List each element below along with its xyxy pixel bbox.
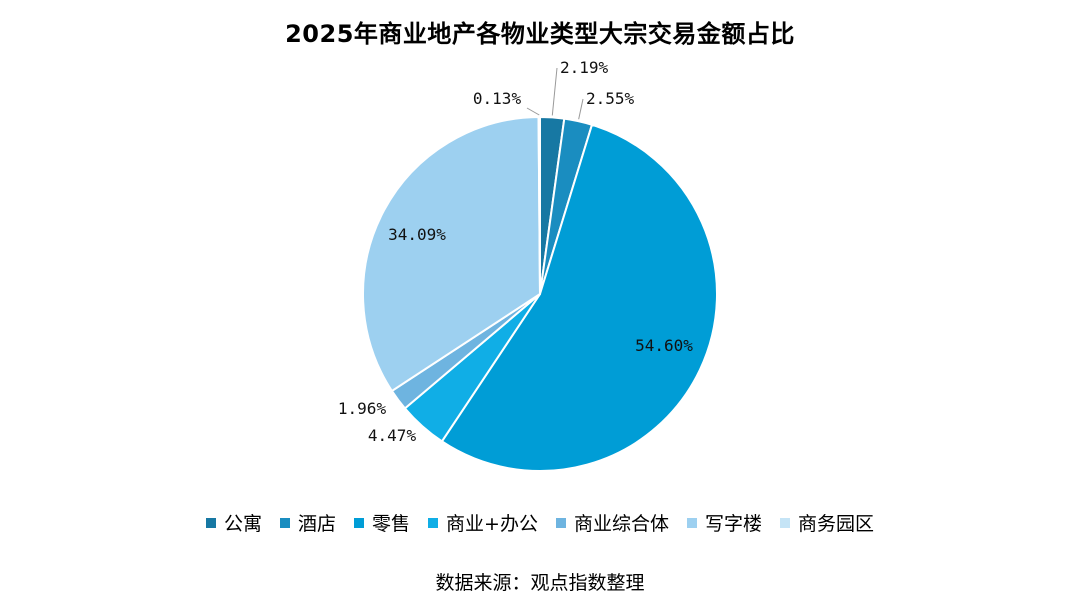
- legend-swatch: [354, 517, 365, 528]
- legend-item-6: 写字楼: [686, 509, 762, 536]
- legend-item-5: 商业综合体: [555, 509, 669, 536]
- legend-swatch: [280, 517, 290, 528]
- legend: 公寓 酒店 零售 商业+办公 商业综合体 写字楼 商务园区: [0, 509, 1080, 536]
- legend-label: 商务园区: [797, 513, 874, 535]
- legend-item-7: 商务园区: [779, 509, 874, 536]
- data-label-6: 34.09%: [388, 225, 446, 244]
- leader-line-2: [578, 98, 584, 120]
- pie-slice-7: [537, 115, 541, 295]
- pie-slice-3: [440, 123, 718, 472]
- legend-item-1: 公寓: [205, 509, 262, 536]
- legend-item-2: 酒店: [280, 509, 336, 536]
- leader-line-1: [551, 67, 558, 116]
- legend-label: 公寓: [223, 513, 262, 535]
- data-label-5: 1.96%: [338, 399, 387, 418]
- legend-label: 写字楼: [704, 513, 762, 535]
- source-note: 数据来源：观点指数整理: [435, 572, 645, 594]
- data-label-7: 0.13%: [473, 89, 522, 108]
- legend-swatch: [779, 517, 790, 528]
- legend-label: 商业+办公: [446, 513, 538, 535]
- pie-slice-6: [362, 115, 542, 393]
- data-label-2: 2.55%: [586, 89, 635, 108]
- legend-swatch: [686, 517, 697, 528]
- data-label-1: 2.19%: [560, 58, 609, 77]
- legend-label: 酒店: [298, 513, 337, 535]
- leader-line-7: [526, 107, 540, 116]
- chart-title: 2025年商业地产各物业类型大宗交易金额占比: [285, 20, 795, 48]
- legend-swatch: [555, 517, 566, 528]
- data-label-4: 4.47%: [368, 426, 417, 445]
- legend-swatch: [205, 517, 216, 528]
- legend-item-3: 零售: [354, 509, 410, 536]
- legend-swatch: [428, 517, 439, 528]
- legend-label: 零售: [372, 513, 411, 535]
- legend-item-4: 商业+办公: [428, 509, 538, 536]
- legend-label: 商业综合体: [573, 513, 669, 535]
- data-label-3: 54.60%: [635, 336, 693, 355]
